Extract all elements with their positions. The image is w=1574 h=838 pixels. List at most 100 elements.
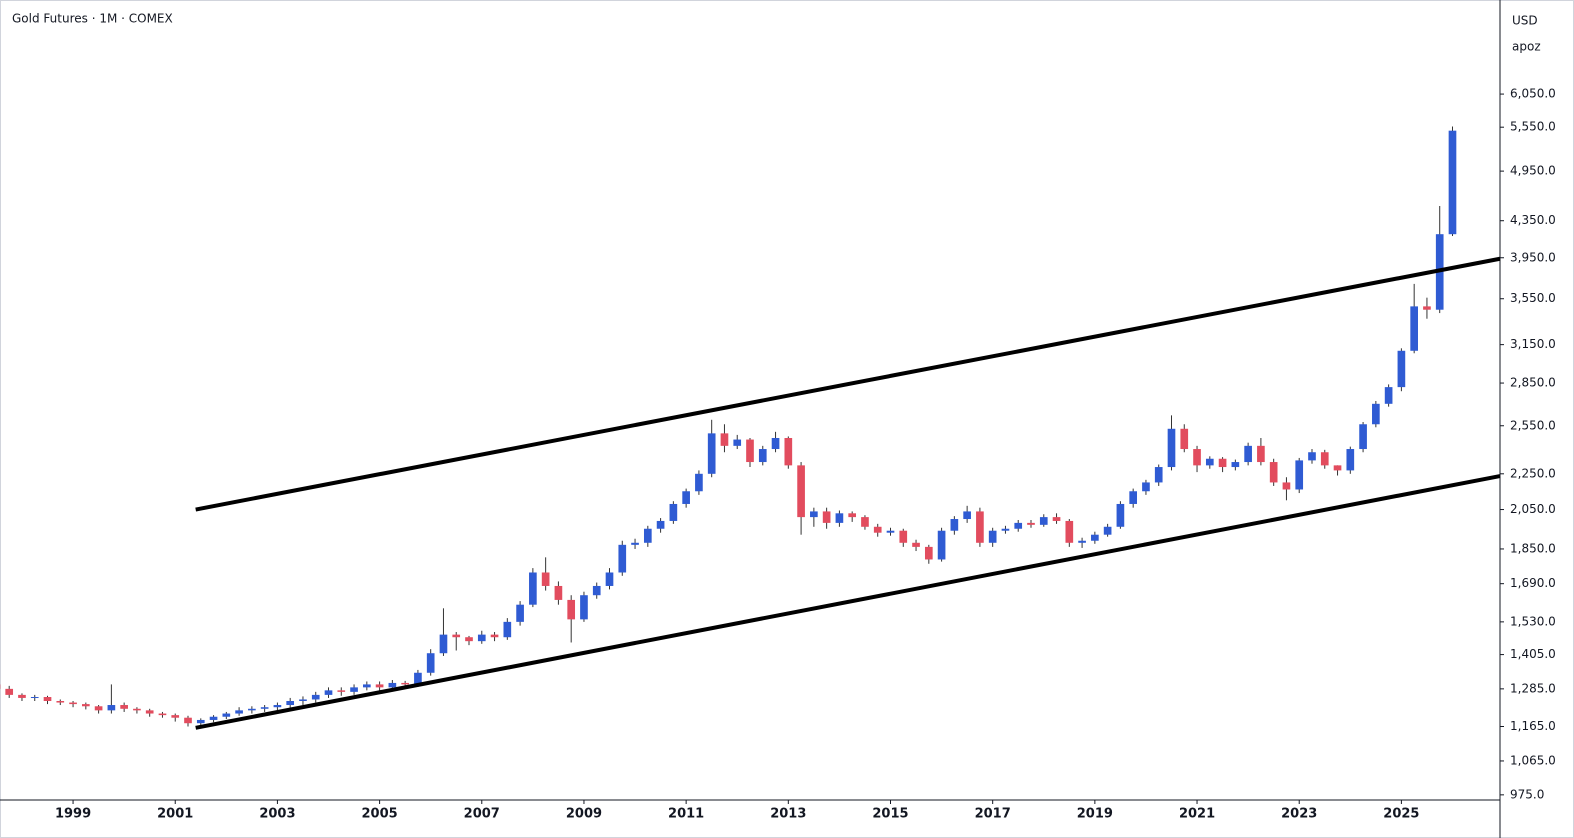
candle-body [758, 449, 767, 463]
candle-body [1001, 528, 1010, 531]
x-tick-label: 2009 [566, 807, 602, 822]
candle-body [1320, 452, 1329, 466]
candle-body [299, 699, 307, 701]
candle-body [1039, 517, 1048, 525]
x-tick-label: 2003 [259, 807, 295, 822]
candle-body [605, 572, 614, 586]
candle-body [388, 682, 397, 688]
candle-body [1116, 503, 1125, 527]
candle-body [1052, 517, 1061, 521]
candle-body [810, 511, 818, 518]
trendline [195, 256, 1501, 512]
y-tick-label: 5,550.0 [1510, 120, 1556, 134]
candle-body [5, 688, 14, 695]
candle-body [337, 690, 346, 692]
candle-body [1065, 520, 1074, 543]
candle-body [899, 530, 908, 543]
candle-body [643, 528, 652, 543]
x-tick-label: 2023 [1281, 807, 1317, 822]
candle-body [529, 572, 537, 605]
candle-body [1142, 482, 1150, 492]
y-tick-label: 2,850.0 [1510, 376, 1556, 390]
candle-body [848, 513, 857, 518]
x-tick-label: 1999 [55, 807, 91, 822]
candle-body [567, 599, 576, 620]
candle-body [886, 530, 895, 533]
candle-body [1257, 445, 1265, 463]
candle-body [1346, 449, 1355, 471]
x-tick-label: 2011 [668, 807, 704, 822]
candle-body [1027, 522, 1035, 525]
candle-body [592, 585, 601, 596]
candle-body [69, 702, 77, 705]
x-tick-label: 2019 [1077, 807, 1113, 822]
x-tick-label: 2021 [1179, 807, 1215, 822]
candle-body [1014, 522, 1023, 529]
candle-body [1282, 482, 1291, 490]
candle-body [924, 546, 933, 560]
candle-body [937, 530, 946, 560]
candle-body [695, 473, 703, 492]
candle-body [375, 684, 384, 688]
candle-body [771, 437, 780, 450]
candle-body [1397, 350, 1406, 388]
y-tick-label: 975.0 [1510, 787, 1544, 801]
candle-body [1218, 458, 1227, 468]
candle-body [1423, 306, 1431, 310]
candle-body [490, 634, 499, 638]
candle-body [184, 717, 192, 724]
candle-body [580, 595, 588, 620]
candle-body [1333, 465, 1342, 471]
x-tick-label: 2013 [770, 807, 806, 822]
candle-body [133, 708, 141, 711]
candle-body [516, 604, 524, 622]
candle-body [963, 511, 971, 520]
y-tick-label: 1,165.0 [1510, 719, 1556, 733]
plot [0, 126, 1501, 730]
candle-body [1410, 306, 1419, 351]
candle-body [873, 526, 882, 533]
candle-body [503, 621, 512, 638]
candle-body [171, 715, 180, 718]
candle-body [235, 710, 243, 714]
candle-body [30, 697, 39, 699]
x-tick-label: 2001 [157, 807, 193, 822]
candle-body [1167, 428, 1176, 468]
x-tick-label: 2005 [362, 807, 398, 822]
y-tick-label: 3,550.0 [1510, 291, 1556, 305]
candle-body [682, 491, 690, 504]
candle-body [43, 697, 52, 701]
candle-body [248, 708, 256, 711]
candle-body [1372, 403, 1380, 425]
candle-body [554, 585, 563, 600]
y-tick-label: 4,350.0 [1510, 213, 1556, 227]
candle-body [1448, 130, 1457, 235]
candle-body [18, 694, 26, 698]
y-tick-label: 1,405.0 [1510, 647, 1556, 661]
candle-body [784, 437, 793, 466]
candle-body [746, 439, 754, 463]
candle-body [158, 713, 167, 716]
candle-body [94, 706, 103, 711]
y-tick-label: 1,690.0 [1510, 576, 1556, 590]
candle-body [350, 687, 358, 692]
candle-body [311, 694, 320, 700]
x-tick-label: 2015 [872, 807, 908, 822]
candle-body [541, 572, 550, 586]
candle-body [56, 701, 65, 703]
y-tick-label: 1,285.0 [1510, 681, 1556, 695]
candle-body [401, 682, 409, 685]
candle-body [669, 503, 678, 521]
y-tick-label: 6,050.0 [1510, 87, 1556, 101]
candle-body [912, 542, 920, 547]
candle-body [286, 701, 295, 706]
unit: apoz [1512, 40, 1541, 54]
x-tick-label: 2017 [975, 807, 1011, 822]
y-tick-label: 1,850.0 [1510, 541, 1556, 555]
candle-body [976, 511, 984, 543]
candle-body [1295, 460, 1304, 490]
candle-body [426, 653, 435, 673]
candle-body [273, 705, 282, 708]
candle-body [707, 433, 716, 474]
